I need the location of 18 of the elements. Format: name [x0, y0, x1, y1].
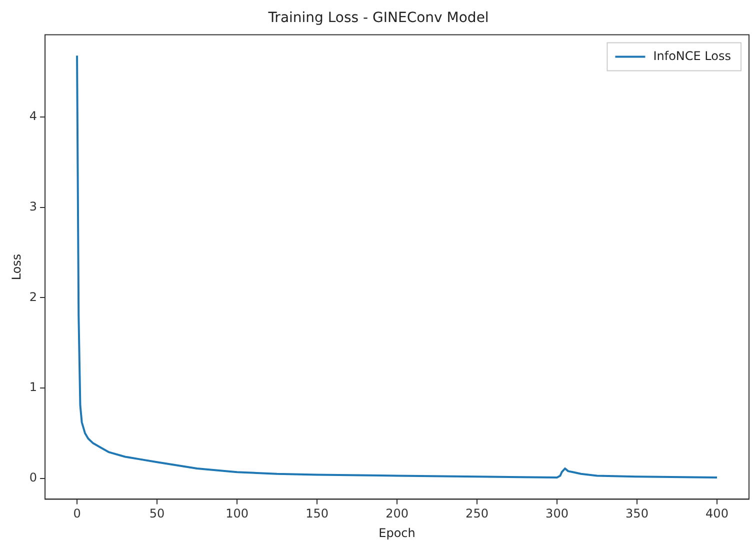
y-tick-label: 1: [29, 380, 38, 394]
x-tick-label: 400: [706, 506, 728, 521]
x-tick-label: 150: [306, 506, 328, 521]
x-tick-label: 200: [386, 506, 408, 521]
legend-label: InfoNCE Loss: [653, 48, 732, 63]
x-tick-label: 100: [226, 506, 248, 521]
y-tick-label: 0: [29, 470, 38, 485]
y-tick-label: 2: [29, 290, 38, 304]
y-tick-label: 4: [29, 109, 38, 124]
x-tick-label: 300: [546, 506, 568, 521]
y-tick-label: 3: [29, 199, 38, 214]
x-tick-label: 0: [73, 506, 81, 521]
x-tick-label: 50: [149, 506, 165, 521]
chart-title: Training Loss - GINEConv Model: [267, 10, 489, 26]
x-tick-label: 250: [466, 506, 488, 521]
y-axis-title: Loss: [9, 254, 24, 280]
x-tick-label: 350: [626, 506, 648, 521]
x-axis-title: Epoch: [378, 526, 416, 540]
